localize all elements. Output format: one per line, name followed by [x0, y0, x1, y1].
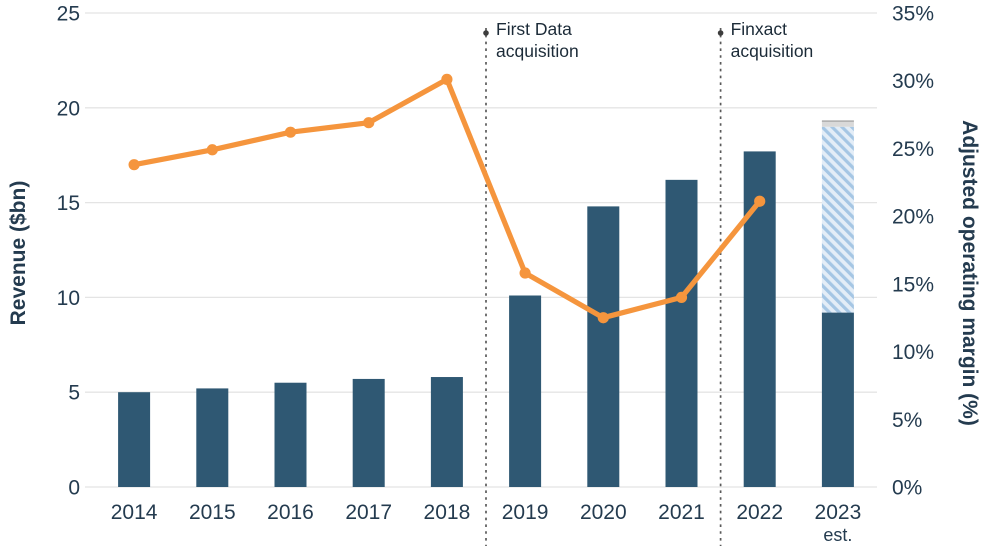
x-axis-label: 2023: [815, 501, 862, 524]
left-axis-tick: 0: [68, 477, 80, 500]
right-axis-tick: 10%: [892, 341, 934, 364]
x-axis-label: 2016: [267, 501, 314, 524]
margin-point-2019: [519, 267, 531, 279]
x-axis-label: 2015: [189, 501, 236, 524]
bar-2023-gray-cap: [821, 121, 854, 127]
bar-2019: [509, 295, 542, 487]
left-axis-tick: 15: [57, 192, 80, 215]
right-axis-tick: 35%: [892, 3, 934, 26]
margin-point-2020: [597, 312, 609, 324]
margin-point-2022: [754, 195, 766, 207]
right-axis-title: Adjusted operating margin (%): [958, 120, 981, 426]
bar-2022: [743, 151, 776, 487]
annotation-text: First Data: [496, 19, 572, 39]
margin-point-2016: [284, 126, 297, 138]
x-axis-label: 2019: [502, 501, 549, 524]
margin-point-2021: [675, 291, 688, 303]
bar-2017: [352, 378, 385, 487]
bar-2023-hatched-estimate-portion: [821, 126, 854, 313]
left-axis-tick: 25: [57, 3, 80, 26]
annotation-text: Finxact: [731, 19, 788, 39]
bar-2020: [587, 206, 620, 487]
bar-2018: [430, 377, 463, 487]
right-axis-tick: 15%: [892, 273, 934, 296]
left-axis-title: Revenue ($bn): [7, 180, 30, 326]
x-axis-label: 2017: [345, 501, 392, 524]
annotation-text: acquisition: [731, 41, 814, 61]
bar-2014: [118, 392, 151, 487]
x-axis-label: 2014: [111, 501, 158, 524]
bar-2021: [665, 179, 698, 487]
right-axis-tick: 0%: [892, 477, 922, 500]
left-axis-tick: 20: [57, 97, 80, 120]
left-axis-tick: 10: [57, 287, 80, 310]
x-axis-label: 2022: [736, 501, 783, 524]
x-axis-label: 2020: [580, 501, 627, 524]
right-axis-tick: 30%: [892, 70, 934, 93]
x-axis-sublabel: est.: [823, 525, 852, 545]
margin-point-2018: [441, 73, 453, 85]
bar-2023-solid-portion: [821, 312, 854, 487]
annotation-dot: [717, 30, 724, 36]
x-axis-label: 2018: [424, 501, 471, 524]
annotation-dot: [483, 30, 489, 36]
right-axis-tick: 5%: [892, 409, 922, 432]
bar-2015: [196, 388, 229, 487]
margin-point-2015: [206, 144, 218, 156]
left-axis-tick: 5: [68, 382, 80, 405]
margin-point-2014: [128, 159, 140, 171]
right-axis-tick: 25%: [892, 138, 934, 161]
right-axis-tick: 20%: [892, 206, 934, 229]
annotation-text: acquisition: [496, 41, 579, 61]
x-axis-label: 2021: [658, 501, 705, 524]
margin-point-2017: [363, 117, 375, 129]
bar-2016: [274, 382, 307, 487]
